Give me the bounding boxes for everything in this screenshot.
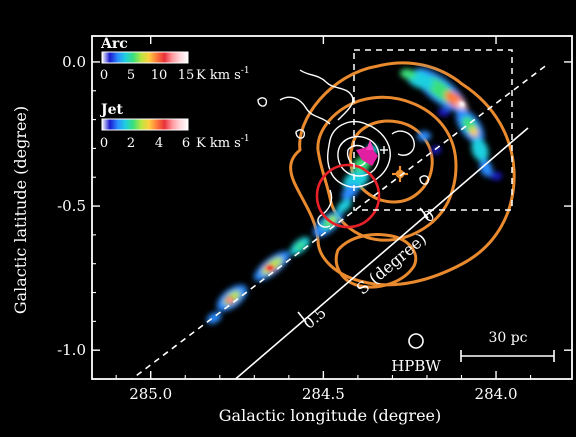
white-cross-marker — [380, 146, 388, 154]
legend-jet-tick-0: 0 — [100, 136, 108, 151]
white-contour-core-2 — [337, 135, 380, 177]
legend-jet-title: Jet — [99, 102, 124, 118]
emission-blob — [431, 146, 441, 154]
white-contour-small-3 — [295, 129, 306, 139]
x-tick-label-284: 284.0 — [475, 385, 518, 403]
emission-blob — [471, 138, 489, 162]
scale-bar-label: 30 pc — [488, 330, 527, 346]
legend-arc-tick-5: 5 — [127, 68, 135, 83]
legend-arc-title: Arc — [100, 36, 128, 52]
legend-jet-tick-6: 6 — [182, 136, 190, 151]
legend-jet-tick-2: 2 — [127, 136, 135, 151]
hpbw-beam-icon — [408, 333, 424, 349]
white-contour-ridge-2 — [279, 96, 331, 125]
s-axis-line — [234, 127, 529, 379]
emission-blob — [469, 127, 479, 137]
y-axis-title: Galactic latitude (degree) — [11, 106, 30, 314]
orange-contour-inner — [349, 119, 434, 204]
white-contour-tail — [317, 189, 333, 228]
emission-peak — [459, 101, 465, 107]
emission-blob — [490, 172, 502, 180]
emission-blob — [336, 199, 352, 213]
emission-blob — [417, 131, 431, 141]
emission-peak — [228, 298, 232, 302]
y-axis: 0.0 -0.5 -1.0 — [57, 53, 572, 380]
white-contour-small-2 — [419, 175, 430, 185]
emission-peak — [267, 266, 273, 270]
white-contours — [257, 69, 430, 228]
emission-blob — [438, 108, 450, 116]
y-tick-label--0.5: -0.5 — [57, 197, 86, 215]
x-axis: 285.0 284.5 284.0 — [115, 36, 532, 403]
orange-contour-south-lobe — [334, 233, 418, 289]
plot-frame — [91, 35, 573, 380]
s-axis-tick-0 — [419, 207, 429, 219]
s-axis-tick-0.5 — [297, 311, 307, 323]
x-tick-label-284.5: 284.5 — [302, 385, 345, 403]
white-contour-small-1 — [257, 97, 268, 107]
x-tick-label-285: 285.0 — [129, 385, 172, 403]
legend-arc-tick-15: 15 — [178, 68, 195, 83]
emission-blob — [295, 241, 305, 251]
legend-arc-tick-0: 0 — [100, 68, 108, 83]
white-contour-ridge — [299, 69, 354, 121]
x-axis-title: Galactic longitude (degree) — [219, 406, 442, 425]
scale-bar — [460, 350, 555, 362]
white-contour-east — [391, 130, 415, 156]
legend-arc-colorbar — [101, 51, 189, 64]
legend-jet-tick-4: 4 — [155, 136, 163, 151]
emission-peaks — [228, 101, 465, 302]
red-circle — [315, 163, 381, 229]
legend-arc-unit: K km s-1 — [196, 66, 250, 83]
magenta-marker — [356, 140, 378, 166]
emission-blob — [479, 159, 493, 177]
y-tick-label--1: -1.0 — [57, 341, 86, 359]
orange-contour-outer — [289, 61, 516, 287]
y-tick-label-0: 0.0 — [62, 53, 86, 71]
legend-jet-colorbar — [101, 118, 189, 131]
legend-arc-tick-10: 10 — [151, 68, 168, 83]
legend-arc: Arc 0 5 10 15 K km s-1 — [100, 36, 250, 83]
emission-blob — [400, 68, 416, 80]
hpbw-label: HPBW — [391, 357, 441, 375]
co-emission-map — [206, 68, 502, 324]
white-contour-core — [327, 121, 391, 188]
legend-jet: Jet 0 2 4 6 K km s-1 — [99, 102, 250, 151]
legend-jet-unit: K km s-1 — [196, 134, 250, 151]
